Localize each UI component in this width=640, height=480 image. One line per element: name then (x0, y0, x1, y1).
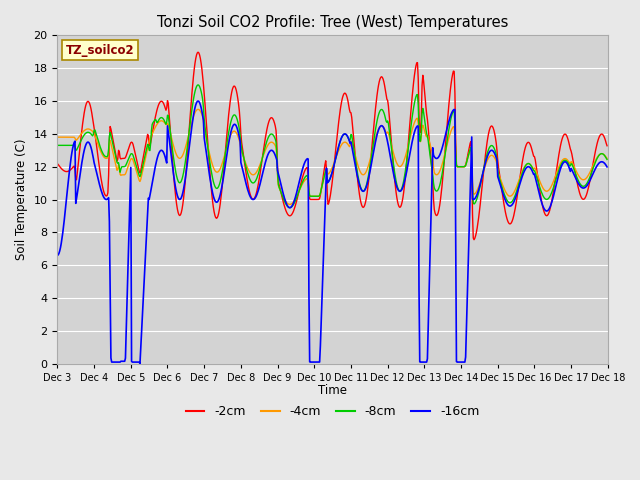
Text: TZ_soilco2: TZ_soilco2 (66, 44, 134, 57)
X-axis label: Time: Time (318, 384, 347, 397)
Y-axis label: Soil Temperature (C): Soil Temperature (C) (15, 139, 28, 260)
Title: Tonzi Soil CO2 Profile: Tree (West) Temperatures: Tonzi Soil CO2 Profile: Tree (West) Temp… (157, 15, 508, 30)
Legend: -2cm, -4cm, -8cm, -16cm: -2cm, -4cm, -8cm, -16cm (180, 400, 484, 423)
